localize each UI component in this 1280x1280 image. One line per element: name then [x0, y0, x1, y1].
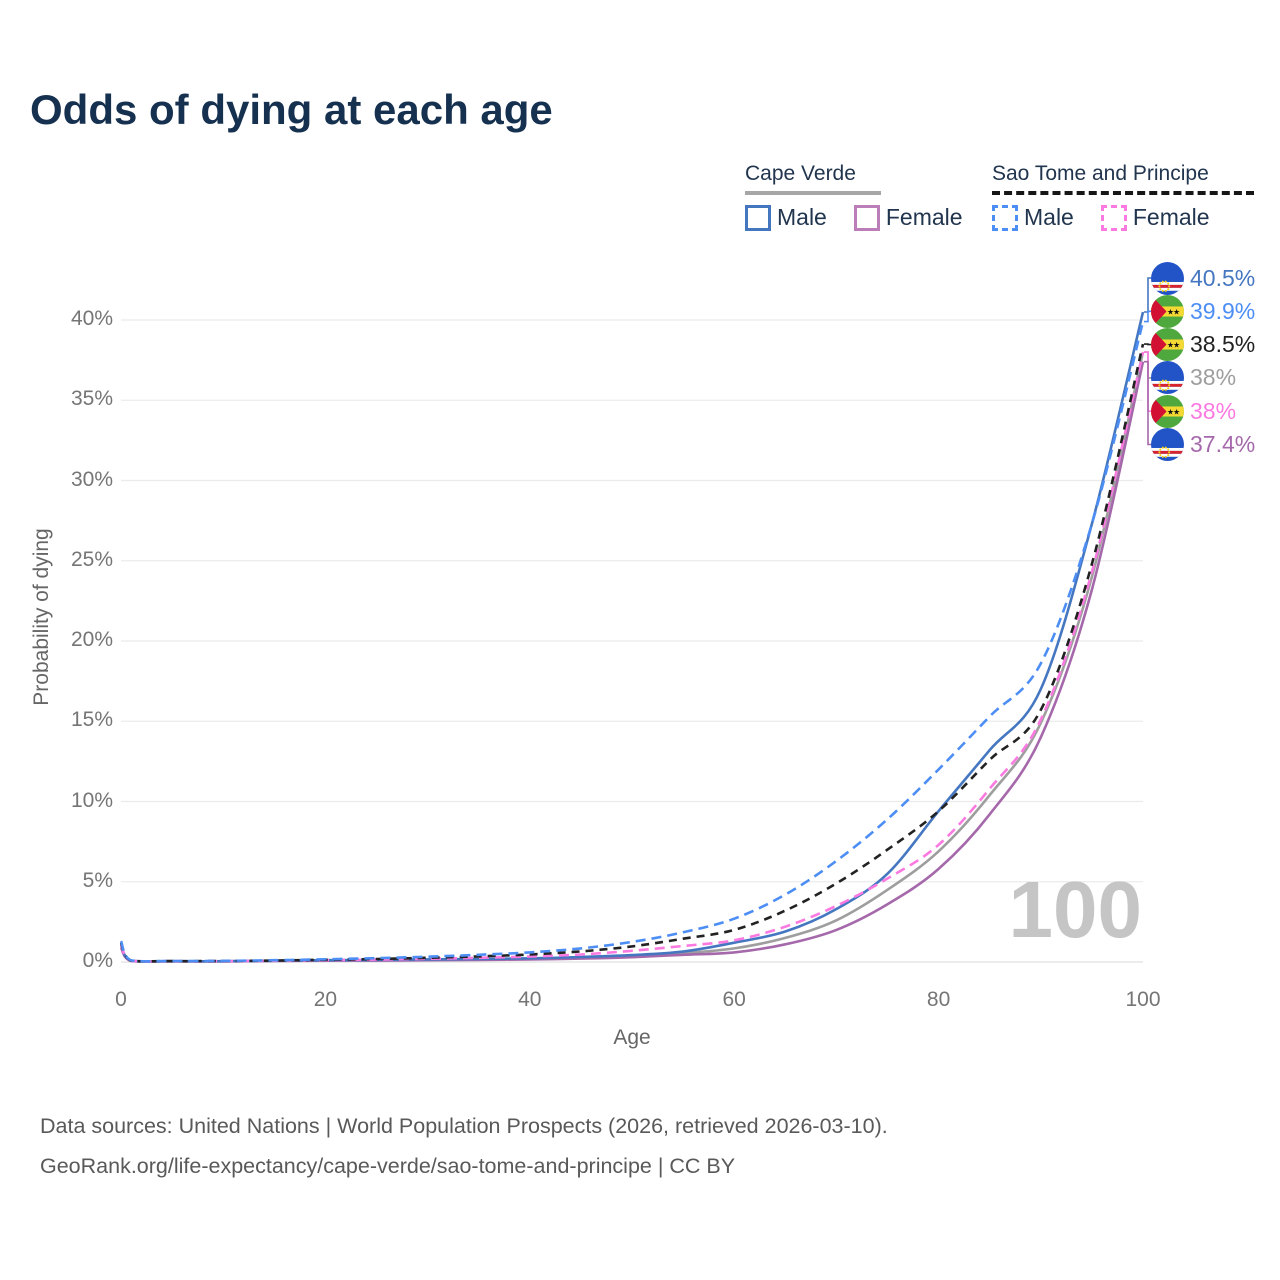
y-axis-tick: 30% — [70, 467, 113, 491]
legend-item-label: Female — [885, 204, 963, 230]
series-end-label: 38% — [1151, 361, 1236, 395]
y-axis-tick: 40% — [70, 307, 113, 330]
legend-checkbox[interactable] — [1100, 204, 1127, 231]
y-axis-tick: 10% — [70, 788, 113, 812]
end-label-value: 39.9% — [1190, 297, 1256, 324]
age-watermark: 100 — [1008, 865, 1142, 954]
legend-item-female[interactable]: Female — [1100, 204, 1210, 231]
legend-country-name: Cape Verde — [745, 162, 856, 185]
series-line-sao-tome-female — [119, 351, 1145, 963]
label-connector — [1144, 310, 1152, 323]
series-line-sao-tome-male — [119, 321, 1145, 963]
legend-country-line-swatch — [745, 191, 881, 195]
series-end-label: ★★ 38% — [1151, 394, 1236, 428]
legend-checkbox[interactable] — [745, 204, 771, 231]
x-axis-tick: 100 — [1125, 988, 1161, 1011]
series-line-cape-verde-male — [119, 311, 1145, 963]
footer-sources-line: Data sources: United Nations | World Pop… — [40, 1114, 888, 1138]
series-line-cape-verde-total — [119, 351, 1145, 963]
x-axis-tick: 0 — [115, 988, 127, 1011]
legend-item-label: Male — [1024, 204, 1074, 230]
y-axis-tick: 5% — [82, 868, 113, 892]
legend-checkbox[interactable] — [853, 204, 880, 231]
series-end-label: ★★ 38.5% — [1151, 328, 1255, 362]
legend-item-female[interactable]: Female — [853, 204, 963, 231]
sao-tome-flag-icon: ★★ — [1151, 294, 1184, 328]
legend-country-line-swatch — [992, 191, 1254, 195]
x-axis-tick: 60 — [722, 988, 746, 1011]
legend-items-row: Male Female — [992, 204, 1254, 231]
cape-verde-flag-icon — [1151, 428, 1184, 461]
legend-item-label: Female — [1132, 204, 1210, 230]
series-end-label: ★★ 39.9% — [1151, 294, 1255, 328]
legend-group-sao-tome: Sao Tome and Principe Male Female — [992, 162, 1254, 231]
series-line-cape-verde-female — [119, 361, 1145, 963]
svg-text:★★: ★★ — [1167, 308, 1180, 317]
x-axis-tick: 40 — [518, 988, 542, 1011]
label-connector — [1144, 277, 1152, 313]
sao-tome-flag-icon: ★★ — [1151, 394, 1184, 428]
legend-country-name: Sao Tome and Principe — [992, 162, 1209, 185]
end-label-value: 38% — [1190, 364, 1237, 391]
series-end-label: 37.4% — [1151, 428, 1255, 462]
y-axis-tick: 20% — [70, 628, 113, 651]
svg-text:★★: ★★ — [1167, 407, 1180, 416]
series-end-label: 40.5% — [1151, 261, 1255, 295]
footer-attribution-line: GeoRank.org/life-expectancy/cape-verde/s… — [40, 1154, 736, 1178]
cape-verde-flag-icon — [1151, 261, 1184, 295]
legend-item-male[interactable]: Male — [745, 204, 827, 231]
end-label-value: 40.5% — [1190, 264, 1256, 291]
page-title: Odds of dying at each age — [30, 86, 553, 133]
legend-checkbox[interactable] — [992, 204, 1018, 231]
legend-item-label: Male — [777, 204, 827, 230]
x-axis-title: Age — [613, 1026, 651, 1049]
series-line-sao-tome-total — [119, 343, 1145, 963]
svg-text:★★: ★★ — [1167, 341, 1180, 350]
y-axis-tick: 0% — [82, 949, 113, 972]
sao-tome-flag-icon: ★★ — [1151, 328, 1184, 362]
y-axis-tick: 35% — [70, 387, 113, 411]
end-label-value: 37.4% — [1190, 431, 1256, 457]
legend-items-row: Male Female — [745, 204, 963, 231]
label-connector — [1144, 343, 1152, 346]
legend-item-male[interactable]: Male — [992, 204, 1074, 231]
cape-verde-flag-icon — [1151, 361, 1184, 395]
end-label-value: 38.5% — [1190, 331, 1256, 358]
x-axis-tick: 80 — [926, 988, 951, 1011]
end-label-value: 38% — [1190, 397, 1237, 424]
y-axis-tick: 15% — [70, 708, 113, 732]
label-connector — [1144, 360, 1152, 446]
legend-group-cape-verde: Cape Verde Male Female — [745, 162, 963, 231]
y-axis-title: Probability of dying — [30, 528, 53, 706]
footer: Data sources: United Nations | World Pop… — [40, 1106, 888, 1186]
x-axis-tick: 20 — [313, 988, 338, 1011]
y-axis-tick: 25% — [70, 547, 113, 571]
